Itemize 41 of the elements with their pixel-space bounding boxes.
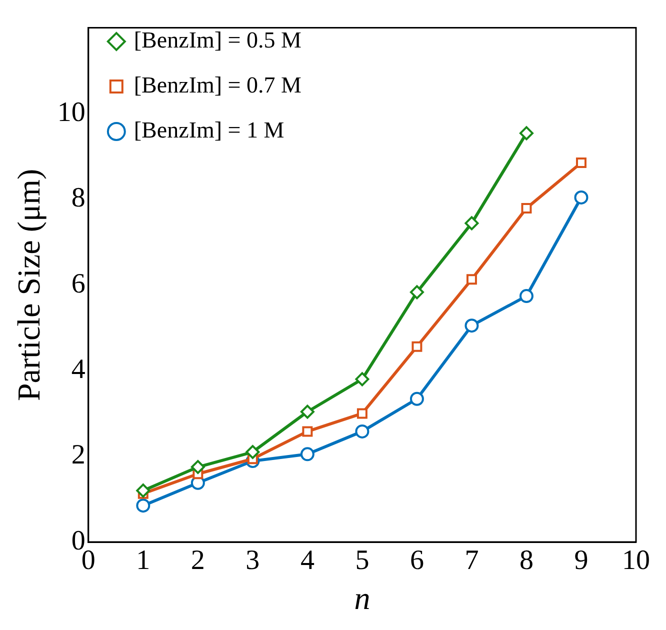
point bbox=[464, 216, 479, 230]
point bbox=[466, 274, 477, 285]
y-tick-label: 4 bbox=[71, 354, 86, 385]
point bbox=[190, 460, 205, 474]
point bbox=[300, 447, 314, 462]
point bbox=[519, 289, 534, 304]
x-tick-label: 7 bbox=[464, 545, 479, 576]
x-tick-label: 6 bbox=[410, 545, 424, 576]
x-tick-label: 2 bbox=[190, 545, 205, 576]
x-tick-label: 9 bbox=[574, 545, 588, 576]
x-tick-label: 10 bbox=[622, 545, 650, 576]
point bbox=[519, 126, 534, 140]
point bbox=[136, 498, 150, 513]
y-tick-label: 8 bbox=[71, 182, 86, 214]
point bbox=[576, 158, 586, 168]
legend-label: [BenzIm] = 0.7 M bbox=[134, 72, 302, 98]
point bbox=[574, 190, 588, 204]
x-tick-label: 1 bbox=[136, 545, 150, 576]
point bbox=[410, 392, 424, 406]
legend-label: [BenzIm] = 1 M bbox=[134, 118, 284, 143]
x-axis-title: n bbox=[354, 580, 370, 616]
point bbox=[412, 341, 422, 352]
point bbox=[300, 404, 314, 419]
x-tick-label: 8 bbox=[519, 545, 534, 576]
x-tick-label: 4 bbox=[300, 545, 314, 576]
point bbox=[410, 285, 424, 300]
y-tick-label: 10 bbox=[57, 96, 86, 128]
y-tick-label: 6 bbox=[71, 268, 86, 300]
point bbox=[302, 426, 313, 437]
y-tick-label: 2 bbox=[71, 440, 86, 471]
x-tick-label: 5 bbox=[355, 545, 370, 576]
point bbox=[246, 445, 260, 460]
point bbox=[355, 372, 370, 386]
point bbox=[136, 484, 150, 498]
point bbox=[464, 318, 479, 333]
point bbox=[356, 408, 368, 419]
legend-label: [BenzIm] = 0.5 M bbox=[134, 28, 302, 53]
point bbox=[355, 424, 370, 438]
y-axis-title: Particle Size (μm) bbox=[10, 168, 47, 401]
x-tick-label: 3 bbox=[246, 545, 260, 576]
point bbox=[521, 202, 532, 214]
